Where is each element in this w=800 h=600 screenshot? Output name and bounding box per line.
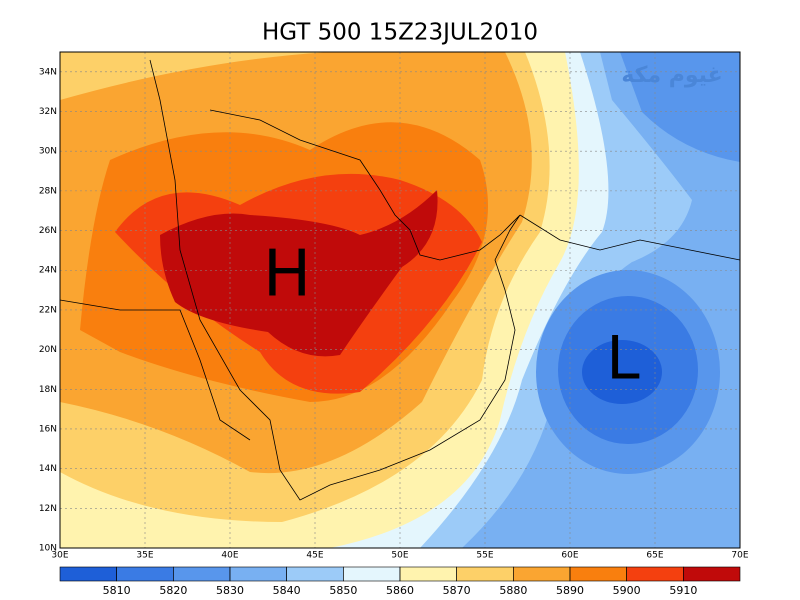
y-tick-label: 26N <box>39 226 57 236</box>
y-tick-label: 14N <box>39 464 57 474</box>
colorbar-box <box>343 566 401 582</box>
coastline <box>149 59 521 501</box>
field-band <box>582 340 662 404</box>
x-tick-label: 30E <box>51 551 68 561</box>
colorbar-box <box>173 566 231 582</box>
colorbar-label: 5900 <box>613 584 641 597</box>
field-band <box>620 52 740 162</box>
colorbar-box <box>399 566 457 582</box>
field-band <box>160 190 438 357</box>
colorbar-label: 5840 <box>273 584 301 597</box>
x-tick-label: 70E <box>731 551 748 561</box>
y-tick-label: 32N <box>39 107 57 117</box>
colorbar-box <box>229 566 287 582</box>
x-tick-label: 55E <box>476 551 493 561</box>
y-tick-label: 24N <box>39 266 57 276</box>
colorbar-label: 5830 <box>216 584 244 597</box>
low-label: L <box>606 324 640 394</box>
colorbar: 5810 5820 5830 5840 5850 5860 5870 5880 5890 5900… <box>59 566 741 597</box>
colorbar-label: 5880 <box>499 584 527 597</box>
map-title: HGT 500 15Z23JUL2010 <box>262 20 538 46</box>
colorbar-label: 5910 <box>669 584 697 597</box>
map-frame <box>59 51 741 549</box>
y-tick-label: 20N <box>39 345 57 355</box>
coastlines <box>59 59 741 501</box>
x-tick-label: 35E <box>136 551 153 561</box>
colorbar-box <box>59 566 117 582</box>
y-tick-label: 18N <box>39 385 57 395</box>
colorbar-label: 5810 <box>103 584 131 597</box>
colorbar-box <box>626 566 684 582</box>
colorbar-box <box>286 566 344 582</box>
colorbar-box <box>116 566 174 582</box>
x-tick-label: 60E <box>561 551 578 561</box>
colorbar-box <box>683 566 741 582</box>
border <box>209 109 381 191</box>
x-tick-label: 50E <box>391 551 408 561</box>
y-tick-label: 30N <box>39 147 57 157</box>
y-tick-label: 12N <box>39 504 57 514</box>
y-tick-label: 22N <box>39 305 57 315</box>
coastline <box>519 214 741 261</box>
colorbar-label: 5870 <box>443 584 471 597</box>
colorbar-label: 5850 <box>329 584 357 597</box>
x-tick-label: 65E <box>646 551 663 561</box>
high-label: H <box>263 238 311 312</box>
y-tick-label: 28N <box>39 186 57 196</box>
watermark: غيوم مكة <box>621 63 722 88</box>
colorbar-box <box>569 566 627 582</box>
colorbar-label: 5890 <box>556 584 584 597</box>
height-field <box>60 52 740 548</box>
x-tick-label: 40E <box>221 551 238 561</box>
colorbar-label: 5860 <box>386 584 414 597</box>
colorbar-box <box>456 566 514 582</box>
border <box>59 299 251 441</box>
x-tick-label: 45E <box>306 551 323 561</box>
y-tick-label: 10N <box>39 544 57 554</box>
y-tick-label: 34N <box>39 67 57 77</box>
y-tick-label: 16N <box>39 424 57 434</box>
colorbar-box <box>513 566 571 582</box>
colorbar-label: 5820 <box>159 584 187 597</box>
